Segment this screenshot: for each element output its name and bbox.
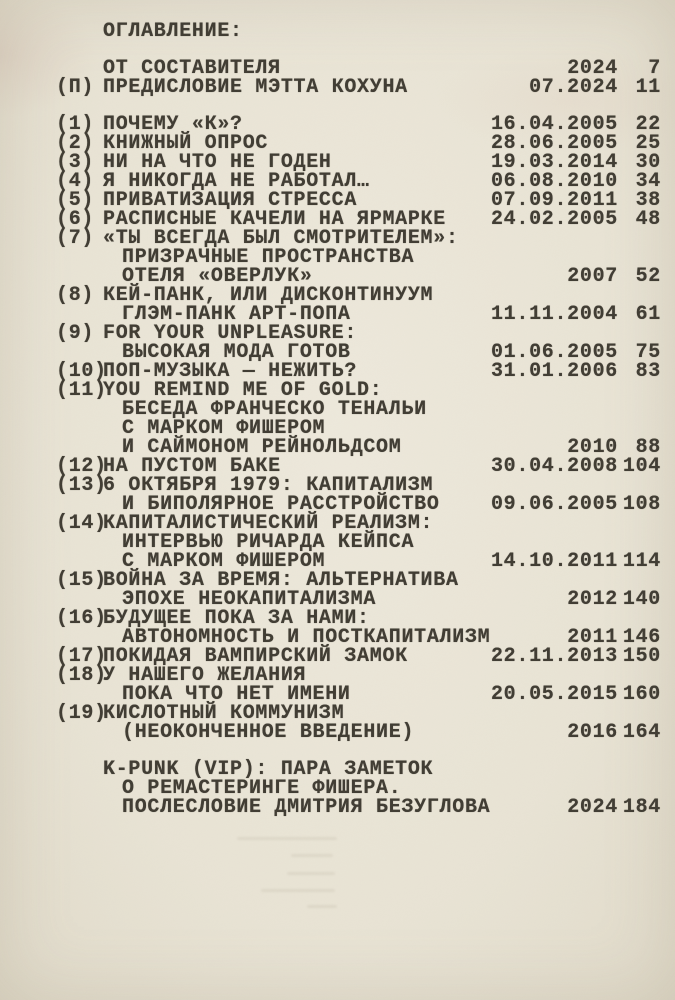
bleed-through-marks [233, 833, 403, 913]
entry-date: 11.11.2004 [490, 303, 618, 326]
bleed-mark [291, 854, 333, 857]
entry-date: 20.05.2015 [490, 683, 618, 706]
entry-date: 22.11.2013 [490, 645, 618, 668]
entry-number: (8) [56, 284, 95, 307]
toc-heading: ОГЛАВЛЕНИЕ: [0, 20, 675, 43]
entry-title-line: ПОСЛЕСЛОВИЕ ДМИТРИЯ БЕЗУГЛОВА [122, 796, 491, 819]
entry-number: (7) [56, 227, 95, 250]
entry-date: 30.04.2008 [490, 455, 618, 478]
entry-page-number: 108 [622, 493, 661, 516]
entry-page-number: 48 [635, 208, 661, 231]
entry-page-number: 150 [622, 645, 661, 668]
entry-date: 14.10.2011 [490, 550, 618, 573]
entry-number: (13) [56, 474, 107, 497]
entry-title-line: ПРЕДИСЛОВИЕ МЭТТА КОХУНА [103, 76, 408, 99]
entry-number: (16) [56, 607, 107, 630]
entry-number: (18) [56, 664, 107, 687]
entry-date: 2016 [567, 721, 618, 744]
toc-row: БЕСЕДА ФРАНЧЕСКО ТЕНАЛЬИ [0, 400, 675, 420]
entry-number: (15) [56, 569, 107, 592]
bleed-mark [237, 837, 337, 840]
entry-number: (19) [56, 702, 107, 725]
toc-row: (НЕОКОНЧЕННОЕ ВВЕДЕНИЕ) 2016 164 [0, 721, 675, 744]
toc-rows: ОТ СОСТАВИТЕЛЯ 2024 7 (П) ПРЕДИСЛОВИЕ МЭ… [0, 59, 675, 819]
entry-page-number: 104 [622, 455, 661, 478]
entry-date: 24.02.2005 [490, 208, 618, 231]
entry-number: (11) [56, 379, 107, 402]
table-of-contents: ОГЛАВЛЕНИЕ: ОТ СОСТАВИТЕЛЯ 2024 7 (П) ПР… [0, 20, 675, 819]
bleed-mark [307, 905, 337, 908]
entry-date: 2024 [567, 796, 618, 819]
entry-page-number: 140 [622, 588, 661, 611]
entry-page-number: 184 [622, 796, 661, 819]
toc-row: ПОСЛЕСЛОВИЕ ДМИТРИЯ БЕЗУГЛОВА 2024 184 [0, 796, 675, 819]
entry-page-number: 11 [635, 76, 661, 99]
entry-title-line: (НЕОКОНЧЕННОЕ ВВЕДЕНИЕ) [122, 721, 415, 744]
bleed-mark [287, 872, 335, 875]
entry-number: (14) [56, 512, 107, 535]
entry-page-number: 61 [635, 303, 661, 326]
entry-date: 2012 [567, 588, 618, 611]
entry-page-number: 114 [622, 550, 661, 573]
entry-date: 07.2024 [529, 76, 618, 99]
toc-heading-label: ОГЛАВЛЕНИЕ: [103, 20, 243, 43]
entry-date: 09.06.2005 [490, 493, 618, 516]
bleed-mark [261, 889, 335, 892]
toc-row: (П) ПРЕДИСЛОВИЕ МЭТТА КОХУНА 07.2024 11 [0, 76, 675, 99]
entry-number: (П) [56, 76, 95, 99]
entry-date: 31.01.2006 [490, 360, 618, 383]
entry-number: (9) [56, 322, 95, 345]
entry-page-number: 160 [622, 683, 661, 706]
entry-page-number: 83 [635, 360, 661, 383]
entry-page-number: 52 [635, 265, 661, 288]
entry-page-number: 164 [622, 721, 661, 744]
entry-date: 2007 [567, 265, 618, 288]
